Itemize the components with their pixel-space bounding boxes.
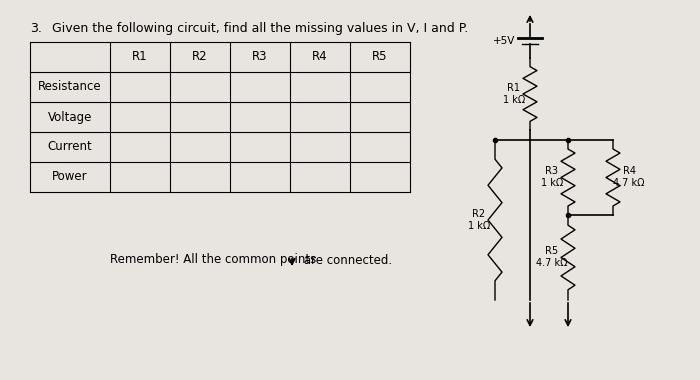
Text: R5: R5 xyxy=(545,247,559,256)
Text: +5V: +5V xyxy=(493,36,515,46)
Text: Given the following circuit, find all the missing values in V, I and P.: Given the following circuit, find all th… xyxy=(44,22,468,35)
Text: R1: R1 xyxy=(132,51,148,63)
Text: R2: R2 xyxy=(193,51,208,63)
Text: Power: Power xyxy=(52,171,88,184)
Text: R4: R4 xyxy=(312,51,328,63)
Text: R1: R1 xyxy=(508,83,521,93)
Text: R3: R3 xyxy=(545,166,559,176)
Text: 3.: 3. xyxy=(30,22,42,35)
Text: Remember! All the common points: Remember! All the common points xyxy=(110,253,316,266)
Text: 1 kΩ: 1 kΩ xyxy=(503,95,525,105)
Text: 4.7 kΩ: 4.7 kΩ xyxy=(536,258,568,269)
Text: Voltage: Voltage xyxy=(48,111,92,124)
Text: 1 kΩ: 1 kΩ xyxy=(541,179,563,188)
Text: 4.7 kΩ: 4.7 kΩ xyxy=(613,179,645,188)
Text: 1 kΩ: 1 kΩ xyxy=(468,221,490,231)
Text: Current: Current xyxy=(48,141,92,154)
Text: R3: R3 xyxy=(252,51,267,63)
Text: Resistance: Resistance xyxy=(38,81,102,93)
Text: R5: R5 xyxy=(372,51,388,63)
Text: R2: R2 xyxy=(473,209,486,219)
Text: R4: R4 xyxy=(622,166,636,176)
Text: are connected.: are connected. xyxy=(300,253,392,266)
